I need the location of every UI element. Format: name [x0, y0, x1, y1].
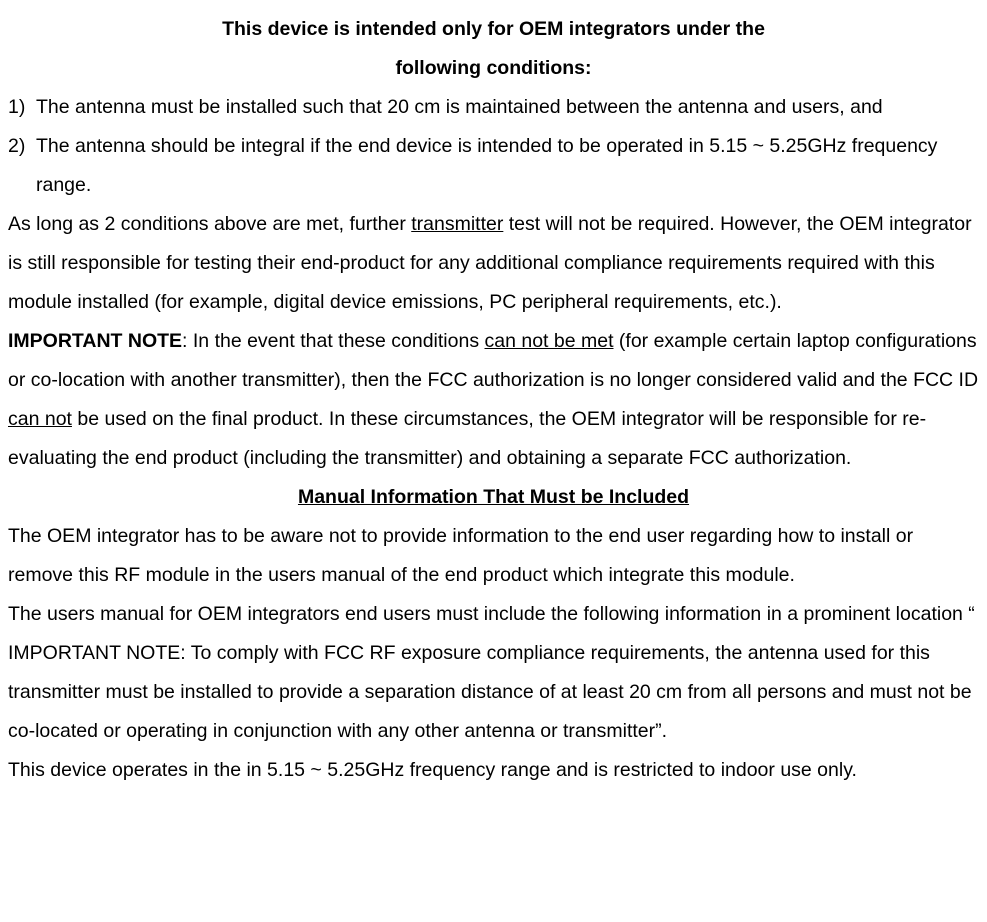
p1-a: As long as 2 conditions above are met, f… — [8, 213, 411, 235]
paragraph-transmitter: As long as 2 conditions above are met, f… — [8, 205, 979, 322]
p2-u1: can not be met — [485, 330, 614, 352]
list-item-2: 2) The antenna should be integral if the… — [8, 127, 979, 205]
list-marker-1: 1) — [8, 88, 36, 127]
paragraph-oem-aware: The OEM integrator has to be aware not t… — [8, 517, 979, 595]
title-line-1: This device is intended only for OEM int… — [8, 10, 979, 49]
p2-bold: IMPORTANT NOTE — [8, 330, 182, 352]
list-item-1: 1) The antenna must be installed such th… — [8, 88, 979, 127]
paragraph-indoor-only: This device operates in the in 5.15 ~ 5.… — [8, 751, 979, 790]
p1-u: transmitter — [411, 213, 503, 235]
paragraph-important-note: IMPORTANT NOTE: In the event that these … — [8, 322, 979, 478]
p2-u2: can not — [8, 408, 72, 430]
title-line-2: following conditions: — [8, 49, 979, 88]
list-text-1: The antenna must be installed such that … — [36, 88, 979, 127]
list-marker-2: 2) — [8, 127, 36, 205]
list-text-2: The antenna should be integral if the en… — [36, 127, 979, 205]
paragraph-users-manual: The users manual for OEM integrators end… — [8, 595, 979, 751]
section-heading: Manual Information That Must be Included — [8, 478, 979, 517]
p2-c: be used on the final product. In these c… — [8, 408, 926, 469]
p2-a: : In the event that these conditions — [182, 330, 484, 352]
